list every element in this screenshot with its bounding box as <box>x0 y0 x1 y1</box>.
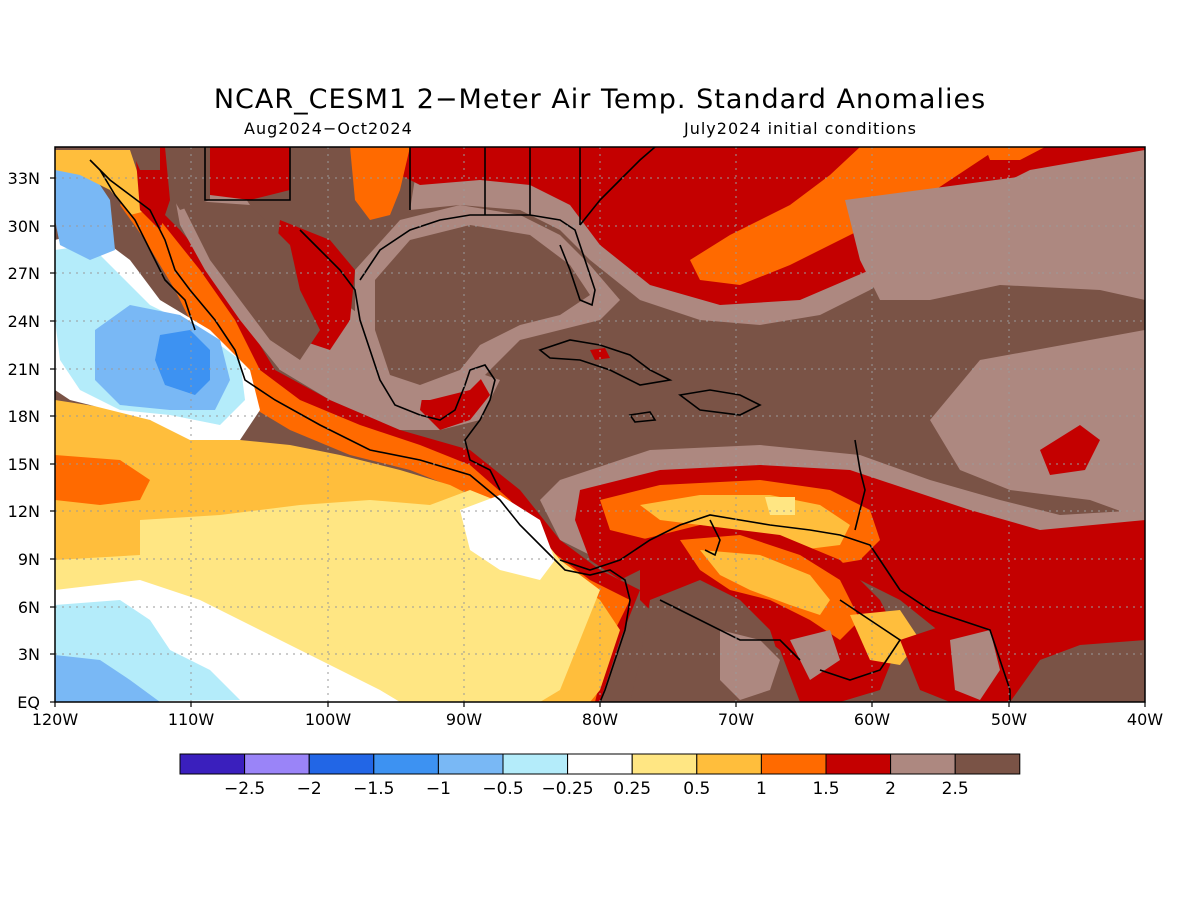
legend-swatch <box>244 753 310 775</box>
graticule <box>55 147 1145 702</box>
lon-label: 90W <box>446 710 482 729</box>
lat-label: EQ <box>17 693 40 712</box>
legend-label: −0.25 <box>542 779 594 799</box>
legend-label: 0.5 <box>683 779 710 799</box>
initial-conditions: July2024 initial conditions <box>684 119 917 138</box>
lat-label: 27N <box>8 264 40 283</box>
legend-swatch <box>373 753 439 775</box>
legend-label: −2 <box>297 779 322 799</box>
lat-label: 30N <box>8 217 40 236</box>
lat-label: 9N <box>18 550 40 569</box>
color-legend: −2.5 −2 −1.5 −1 −0.5 −0.25 0.25 0.5 1 1.5 2 2.5 <box>179 753 1021 799</box>
lat-label: 6N <box>18 598 40 617</box>
lon-label: 50W <box>991 710 1027 729</box>
legend-label: −1.5 <box>353 779 394 799</box>
coastlines <box>89 147 1011 702</box>
legend-swatch <box>567 753 633 775</box>
legend-swatch <box>696 753 762 775</box>
lat-label: 21N <box>8 360 40 379</box>
latitude-labels: 33N 30N 27N 24N 21N 18N 15N 12N 9N 6N 3N… <box>8 169 40 712</box>
forecast-period: Aug2024−Oct2024 <box>244 119 413 138</box>
lat-label: 3N <box>18 645 40 664</box>
legend-label: −1 <box>426 779 451 799</box>
lat-label: 24N <box>8 312 40 331</box>
legend-label: 2 <box>885 779 896 799</box>
lon-label: 70W <box>718 710 754 729</box>
anomaly-field <box>55 147 1145 702</box>
lat-label: 33N <box>8 169 40 188</box>
map-title: NCAR_CESM1 2−Meter Air Temp. Standard An… <box>213 84 987 115</box>
lon-label: 100W <box>305 710 352 729</box>
tick-marks <box>50 177 1146 707</box>
lon-label: 40W <box>1127 710 1163 729</box>
legend-label: 2.5 <box>942 779 969 799</box>
legend-swatch <box>308 753 375 775</box>
legend-label: 1.5 <box>812 779 839 799</box>
legend-swatch <box>179 753 246 775</box>
legend-swatch <box>760 753 827 775</box>
lat-label: 18N <box>8 407 40 426</box>
anomaly-region-atlantic-orange <box>690 147 1000 285</box>
longitude-labels: 120W 110W 100W 90W 80W 70W 60W 50W 40W <box>32 710 1163 729</box>
legend-swatch <box>631 753 698 775</box>
legend-swatch <box>437 753 504 775</box>
lon-label: 110W <box>168 710 215 729</box>
legend-label: 1 <box>756 779 767 799</box>
lat-label: 12N <box>8 502 40 521</box>
legend-swatch <box>954 753 1021 775</box>
lat-label: 15N <box>8 455 40 474</box>
lon-label: 120W <box>32 710 79 729</box>
legend-label: −2.5 <box>224 779 265 799</box>
legend-swatch <box>502 753 569 775</box>
legend-label: −0.5 <box>482 779 523 799</box>
legend-label: 0.25 <box>613 779 651 799</box>
legend-swatch <box>825 753 892 775</box>
legend-swatch <box>890 753 956 775</box>
lon-label: 80W <box>582 710 618 729</box>
lon-label: 60W <box>854 710 890 729</box>
